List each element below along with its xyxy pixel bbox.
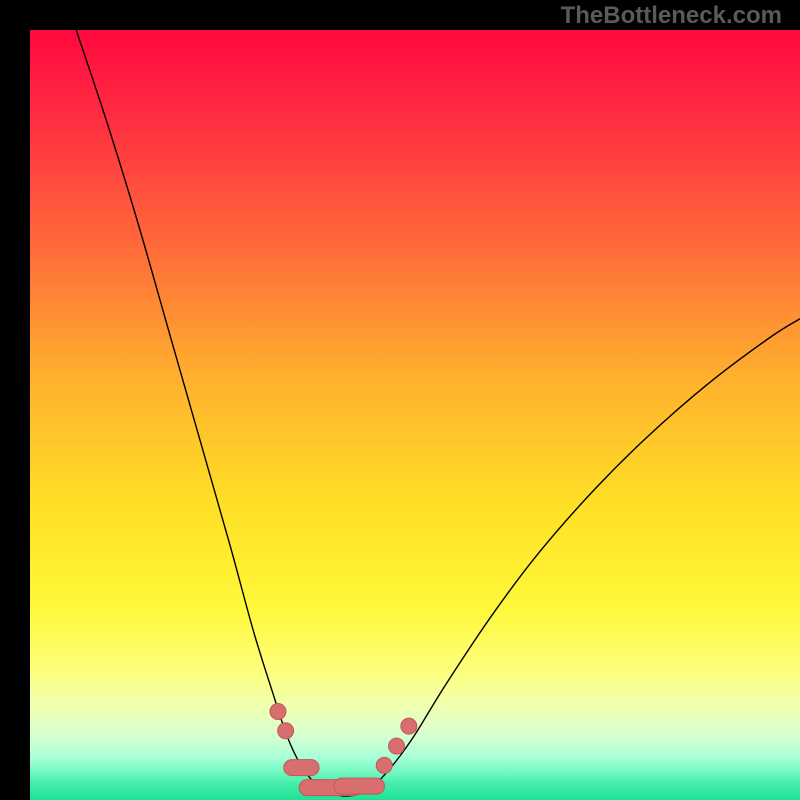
stage: TheBottleneck.com — [0, 0, 800, 800]
watermark-text: TheBottleneck.com — [561, 2, 782, 30]
bottleneck-curve — [76, 30, 800, 796]
curve-marker — [401, 718, 417, 734]
curve-marker — [376, 757, 392, 773]
curve-marker — [389, 738, 405, 754]
plot-area — [30, 30, 800, 800]
curve-marker — [270, 703, 286, 719]
curve-marker — [278, 723, 294, 739]
curve-marker — [284, 760, 319, 776]
curve-marker — [334, 778, 385, 794]
bottleneck-curve-chart — [30, 30, 800, 800]
